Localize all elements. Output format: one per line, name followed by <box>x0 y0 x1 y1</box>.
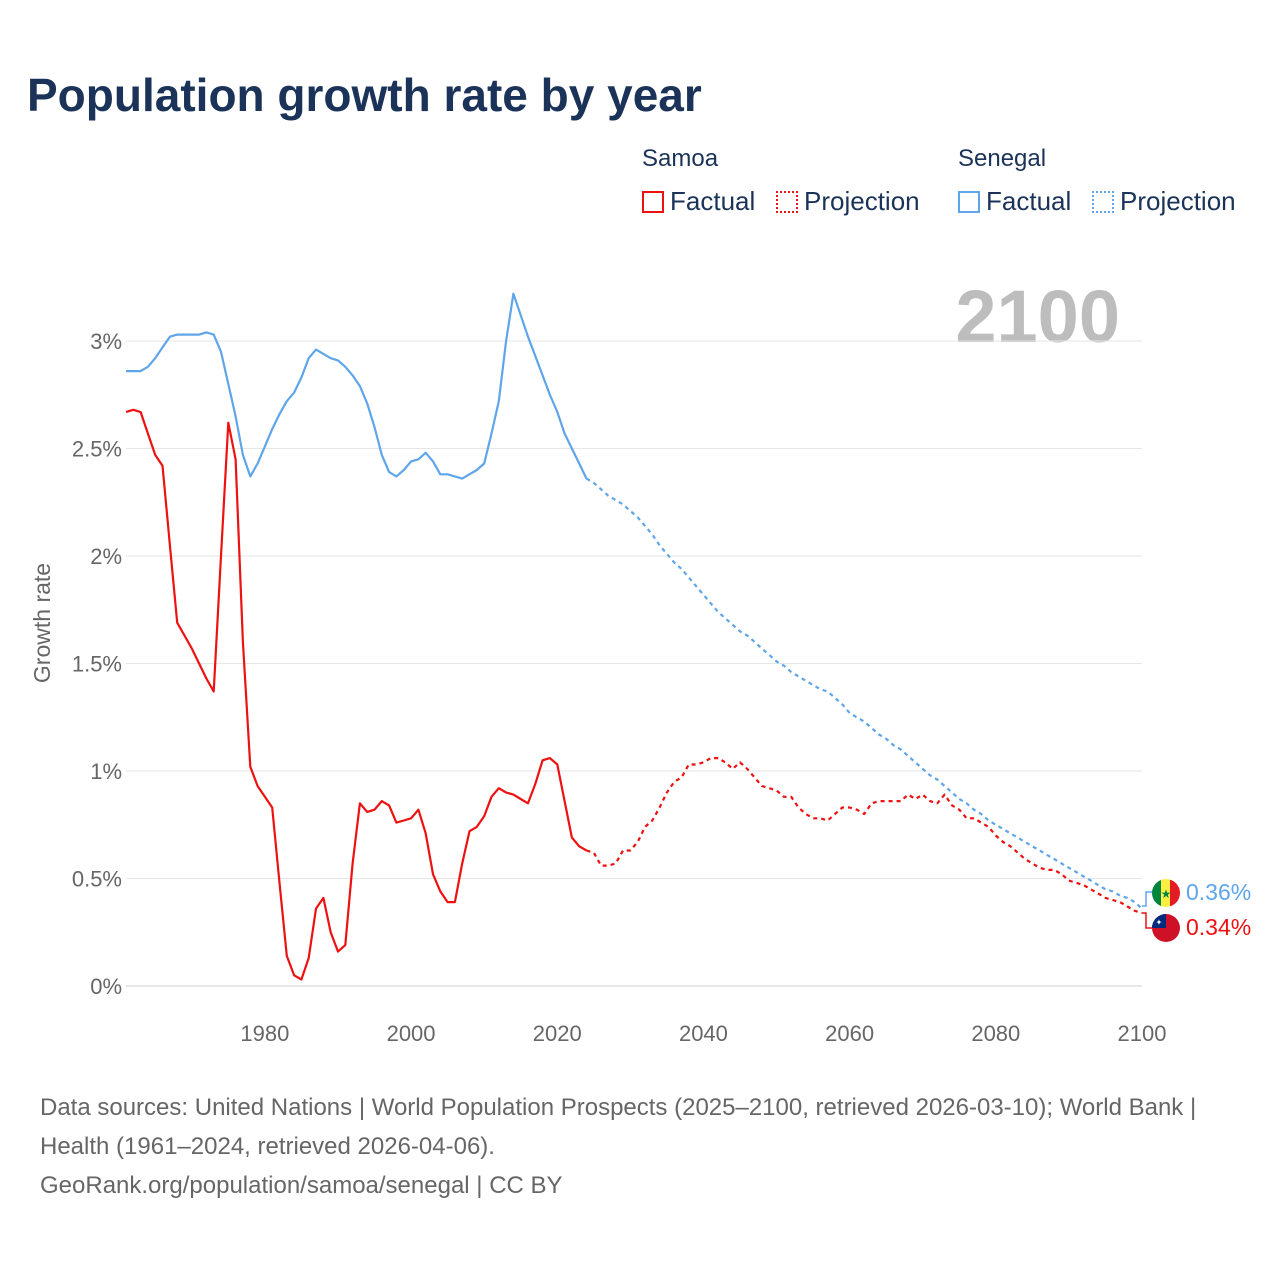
legend-senegal-factual[interactable]: Factual <box>958 186 1071 217</box>
y-tick-label: 0% <box>90 974 122 999</box>
x-tick-label: 1980 <box>240 1021 289 1046</box>
legend-swatch-dotted <box>1092 190 1114 213</box>
senegal-factual-line <box>126 292 588 480</box>
x-tick-label: 2080 <box>971 1021 1020 1046</box>
legend-label: Factual <box>986 186 1072 216</box>
svg-text:★: ★ <box>1161 887 1172 901</box>
y-tick-label: 2.5% <box>72 437 122 462</box>
legend-group-senegal: Senegal <box>958 145 1047 172</box>
legend-samoa-projection[interactable]: Projection <box>776 186 920 217</box>
footer: Data sources: United Nations | World Pop… <box>40 1088 1240 1205</box>
y-tick-label: 3% <box>90 329 122 354</box>
svg-text:✦: ✦ <box>1156 918 1163 927</box>
legend-group-samoa: Samoa <box>642 145 719 172</box>
x-tick-label: 2020 <box>533 1021 582 1046</box>
senegal-projection-line <box>585 477 1143 910</box>
data-sources: Data sources: United Nations | World Pop… <box>40 1094 1197 1160</box>
y-axis-label: Growth rate <box>29 563 55 683</box>
senegal-end-value: 0.36% <box>1186 879 1251 905</box>
source-link[interactable]: GeoRank.org/population/samoa/senegal | C… <box>40 1172 563 1199</box>
samoa-end-value: 0.34% <box>1186 914 1251 940</box>
legend-senegal-projection[interactable]: Projection <box>1092 186 1236 217</box>
legend-swatch-solid <box>642 190 664 213</box>
year-label: 2100 <box>955 275 1120 358</box>
x-tick-label: 2040 <box>679 1021 728 1046</box>
y-tick-label: 1.5% <box>72 652 122 677</box>
samoa-projection-line <box>586 757 1143 914</box>
senegal-flag-icon: ★ <box>1152 879 1180 907</box>
samoa-factual-line <box>125 408 588 981</box>
x-tick-label: 2060 <box>825 1021 874 1046</box>
x-tick-label: 2000 <box>387 1021 436 1046</box>
y-tick-label: 0.5% <box>72 867 122 892</box>
line-chart: 2100 0% 0.5% 1% 1.5% 2% 2.5% 3% 1980 2000 2020 204… <box>29 275 1251 1046</box>
legend-samoa-factual[interactable]: Factual <box>642 186 755 217</box>
legend-label: Projection <box>1120 186 1236 216</box>
samoa-flag-icon: ✦ <box>1152 914 1180 942</box>
legend-label: Factual <box>670 186 756 216</box>
legend-swatch-solid <box>958 190 980 213</box>
y-tick-label: 2% <box>90 544 122 569</box>
y-tick-label: 1% <box>90 759 122 784</box>
x-tick-label: 2100 <box>1118 1021 1167 1046</box>
page-title: Population growth rate by year <box>27 69 702 121</box>
senegal-end-connector <box>1142 891 1152 907</box>
samoa-end-connector <box>1142 912 1152 929</box>
legend-swatch-dotted <box>776 190 798 213</box>
legend-label: Projection <box>804 186 920 216</box>
